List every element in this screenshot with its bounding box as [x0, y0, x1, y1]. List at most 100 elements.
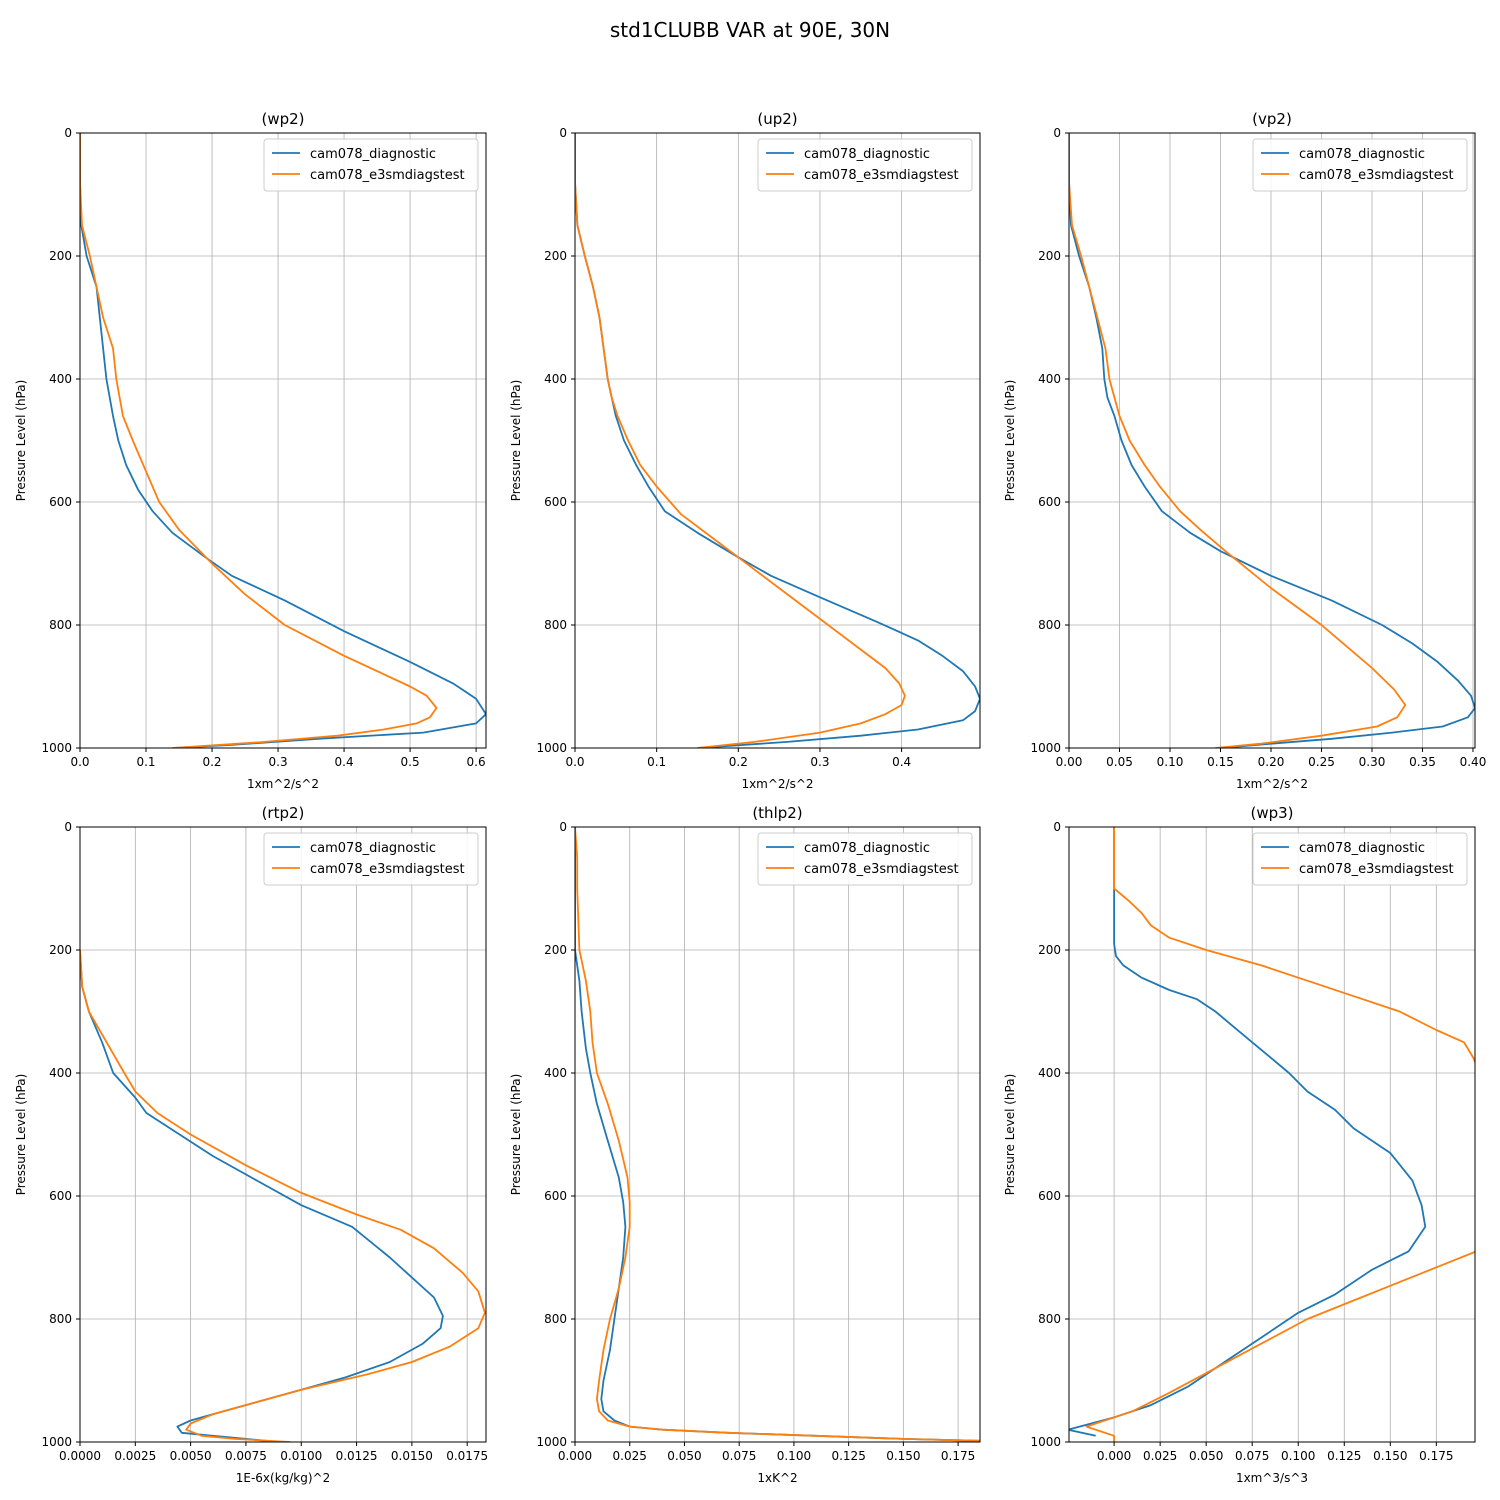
series-line-2 [1085, 827, 1475, 1442]
x-tick-label: 0.1 [647, 755, 666, 769]
x-tick-label: 0.3 [810, 755, 829, 769]
panel-title: (wp2) [261, 110, 304, 128]
legend-box [1252, 138, 1468, 192]
y-tick-label: 600 [1038, 1189, 1061, 1203]
legend-entry-label: cam078_diagnostic [310, 147, 436, 162]
x-tick-label: 0.0 [70, 755, 89, 769]
y-tick-label: 600 [49, 495, 72, 509]
y-tick-label: 0 [559, 126, 567, 140]
y-tick-label: 800 [544, 618, 567, 632]
x-tick-label: 0.4 [892, 755, 911, 769]
x-axis-label: 1E-6x(kg/kg)^2 [236, 1471, 331, 1485]
legend-box [757, 832, 973, 886]
x-tick-label: 0.0 [565, 755, 584, 769]
legend: cam078_diagnostic cam078_e3smdiagstest [1252, 138, 1468, 192]
y-tick-label: 1000 [1030, 741, 1061, 755]
legend: cam078_diagnostic cam078_e3smdiagstest [263, 138, 479, 192]
x-tick-label: 0.00 [1056, 755, 1083, 769]
x-tick-label: 0.0075 [225, 1449, 267, 1463]
legend-entry-label: cam078_e3smdiagstest [1299, 862, 1454, 877]
y-tick-label: 0 [559, 820, 567, 834]
y-tick-label: 800 [1038, 618, 1061, 632]
series-line-1 [1069, 827, 1427, 1437]
panel-6: 0.000 0.025 0.050 0.075 0.100 0.125 0.150 0.175… [1003, 804, 1476, 1485]
legend-entry-label: cam078_diagnostic [804, 841, 930, 856]
x-axis-label: 1xm^2/s^2 [247, 777, 319, 791]
series-line-1 [80, 949, 444, 1442]
x-tick-label: 0.175 [1419, 1449, 1453, 1463]
x-tick-label: 0.0025 [114, 1449, 156, 1463]
panel-1: 0.0 0.1 0.2 0.3 0.4 0.5 0.6 0 200 400 600 800 1000 (w… [14, 110, 487, 791]
x-tick-label: 0.050 [667, 1449, 701, 1463]
series-line-2 [1069, 133, 1407, 748]
y-tick-label: 0 [1053, 126, 1061, 140]
y-tick-label: 1000 [41, 741, 72, 755]
y-axis-label: Pressure Level (hPa) [14, 1074, 28, 1196]
legend-entry-label: cam078_diagnostic [804, 147, 930, 162]
x-tick-label: 0.025 [613, 1449, 647, 1463]
y-tick-label: 800 [49, 618, 72, 632]
panel-2: 0.0 0.1 0.2 0.3 0.4 0 200 400 600 800 1000 (up2) 1xm… [509, 110, 981, 791]
legend: cam078_diagnostic cam078_e3smdiagstest [263, 832, 479, 886]
x-tick-label: 0.075 [722, 1449, 756, 1463]
legend-entry-label: cam078_e3smdiagstest [1299, 168, 1454, 183]
panel-title: (thlp2) [752, 804, 802, 822]
y-tick-label: 200 [544, 249, 567, 263]
y-tick-label: 800 [49, 1312, 72, 1326]
x-tick-label: 0.100 [777, 1449, 811, 1463]
legend-entry-label: cam078_diagnostic [310, 841, 436, 856]
x-tick-label: 0.150 [1373, 1449, 1407, 1463]
y-axis-label: Pressure Level (hPa) [14, 380, 28, 502]
axes-frame [1068, 132, 1476, 749]
legend-box [263, 138, 479, 192]
series-line-2 [575, 133, 906, 748]
x-tick-label: 0.0050 [170, 1449, 212, 1463]
y-tick-label: 400 [49, 1066, 72, 1080]
panel-title: (wp3) [1250, 804, 1293, 822]
legend-box [757, 138, 973, 192]
y-tick-label: 1000 [1030, 1435, 1061, 1449]
legend-entry-label: cam078_e3smdiagstest [310, 862, 465, 877]
panel-4: 0.0000 0.0025 0.0050 0.0075 0.0100 0.0125 0.01… [14, 804, 488, 1485]
y-tick-label: 400 [49, 372, 72, 386]
x-tick-label: 0.0150 [391, 1449, 433, 1463]
y-tick-label: 0 [1053, 820, 1061, 834]
y-tick-label: 200 [1038, 943, 1061, 957]
x-tick-label: 0.2 [202, 755, 221, 769]
x-tick-label: 0.175 [941, 1449, 975, 1463]
y-tick-label: 0 [64, 820, 72, 834]
legend-entry-label: cam078_e3smdiagstest [804, 168, 959, 183]
x-tick-label: 0.0125 [336, 1449, 378, 1463]
legend: cam078_diagnostic cam078_e3smdiagstest [1252, 832, 1468, 886]
x-tick-label: 0.0000 [59, 1449, 101, 1463]
x-tick-label: 0.150 [886, 1449, 920, 1463]
legend-entry-label: cam078_diagnostic [1299, 147, 1425, 162]
y-tick-label: 0 [64, 126, 72, 140]
y-tick-label: 600 [1038, 495, 1061, 509]
y-tick-label: 400 [544, 1066, 567, 1080]
x-axis-label: 1xm^2/s^2 [741, 777, 813, 791]
y-tick-label: 600 [49, 1189, 72, 1203]
y-tick-label: 400 [1038, 1066, 1061, 1080]
legend-entry-label: cam078_diagnostic [1299, 841, 1425, 856]
panel-title: (vp2) [1252, 110, 1292, 128]
y-axis-label: Pressure Level (hPa) [1003, 1074, 1017, 1196]
x-tick-label: 0.025 [1143, 1449, 1177, 1463]
x-axis-label: 1xK^2 [757, 1471, 797, 1485]
legend: cam078_diagnostic cam078_e3smdiagstest [757, 138, 973, 192]
x-tick-label: 0.125 [1327, 1449, 1361, 1463]
panel-title: (rtp2) [262, 804, 305, 822]
y-tick-label: 600 [544, 495, 567, 509]
x-tick-label: 0.125 [831, 1449, 865, 1463]
x-tick-label: 0.6 [467, 755, 486, 769]
legend-entry-label: cam078_e3smdiagstest [310, 168, 465, 183]
axes-frame [79, 826, 487, 1443]
x-tick-label: 0.40 [1460, 755, 1487, 769]
y-tick-label: 200 [544, 943, 567, 957]
x-tick-label: 0.0175 [446, 1449, 488, 1463]
panel-title: (up2) [757, 110, 797, 128]
x-tick-label: 0.075 [1235, 1449, 1269, 1463]
x-tick-label: 0.25 [1308, 755, 1335, 769]
y-tick-label: 200 [1038, 249, 1061, 263]
